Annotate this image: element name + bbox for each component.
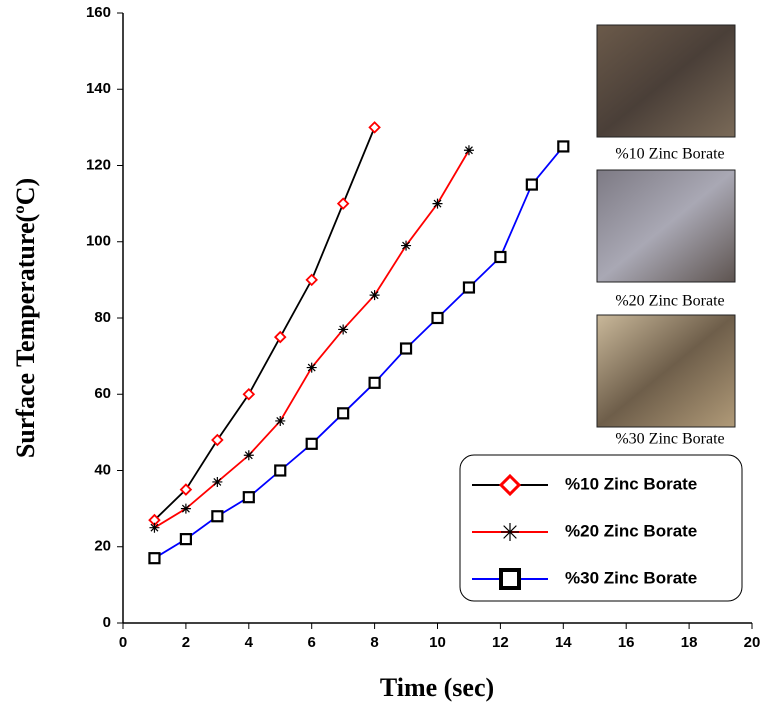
y-tick-label: 20 [94, 538, 111, 555]
photo [597, 315, 735, 427]
marker [464, 145, 474, 155]
x-tick-label: 16 [618, 634, 635, 651]
marker [558, 141, 568, 151]
x-tick-label: 14 [555, 634, 572, 651]
marker [338, 199, 348, 209]
legend-label: %20 Zinc Borate [565, 521, 697, 540]
marker [244, 450, 254, 460]
chart: %10 Zinc Borate %20 Zinc Borate %30 Zinc… [0, 0, 765, 711]
marker [212, 477, 222, 487]
marker [212, 435, 222, 445]
series-line [154, 150, 469, 527]
marker [433, 313, 443, 323]
x-tick-label: 18 [681, 634, 698, 651]
marker [338, 324, 348, 334]
marker [149, 553, 159, 563]
y-tick-label: 100 [86, 233, 111, 250]
photo-caption: %20 Zinc Borate [615, 293, 724, 310]
marker [181, 504, 191, 514]
marker [433, 199, 443, 209]
y-tick-label: 40 [94, 461, 111, 478]
marker [501, 523, 519, 541]
y-tick-label: 140 [86, 80, 111, 97]
marker [307, 275, 317, 285]
marker [275, 332, 285, 342]
y-tick-label: 0 [103, 614, 111, 631]
photo-caption: %10 Zinc Borate [615, 146, 724, 163]
x-tick-label: 0 [119, 634, 127, 651]
series-line [154, 127, 374, 520]
marker [275, 466, 285, 476]
y-tick-label: 120 [86, 156, 111, 173]
marker [527, 180, 537, 190]
x-tick-label: 8 [370, 634, 378, 651]
marker [307, 439, 317, 449]
x-axis-title: Time (sec) [380, 673, 494, 702]
y-tick-label: 60 [94, 385, 111, 402]
photo [597, 25, 735, 137]
photo-caption: %30 Zinc Borate [615, 431, 724, 448]
x-tick-label: 20 [744, 634, 761, 651]
x-tick-label: 6 [308, 634, 316, 651]
marker [338, 408, 348, 418]
y-tick-label: 160 [86, 4, 111, 21]
marker [370, 378, 380, 388]
marker [149, 523, 159, 533]
photos [597, 25, 735, 427]
legend-label: %10 Zinc Borate [565, 474, 697, 493]
marker [275, 416, 285, 426]
marker [401, 241, 411, 251]
y-tick-label: 80 [94, 309, 111, 326]
photo [597, 170, 735, 282]
x-tick-label: 12 [492, 634, 509, 651]
marker [307, 363, 317, 373]
x-tick-label: 4 [245, 634, 254, 651]
marker [370, 290, 380, 300]
marker [244, 389, 254, 399]
marker [464, 283, 474, 293]
marker [181, 534, 191, 544]
marker [401, 344, 411, 354]
marker [495, 252, 505, 262]
marker [370, 122, 380, 132]
x-tick-label: 2 [182, 634, 190, 651]
marker [501, 570, 519, 588]
legend-label: %30 Zinc Borate [565, 568, 697, 587]
marker [212, 511, 222, 521]
y-axis-title: Surface Temperature(ºC) [11, 178, 40, 458]
marker [244, 492, 254, 502]
x-tick-label: 10 [429, 634, 446, 651]
